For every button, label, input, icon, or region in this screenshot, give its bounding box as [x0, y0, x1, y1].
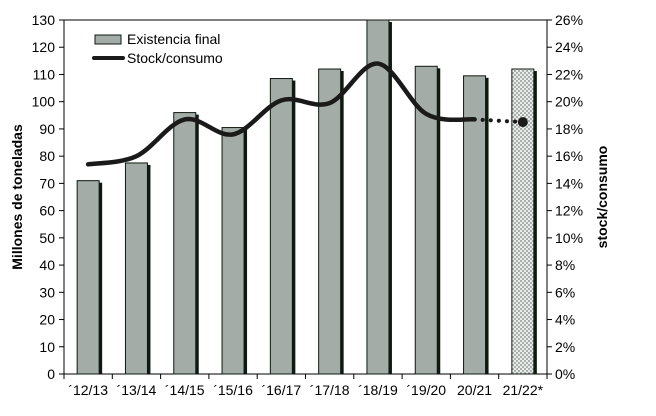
left-tick-label: 100: [32, 94, 56, 110]
x-tick-label: ´14/15: [165, 382, 205, 398]
left-tick-label: 90: [39, 121, 55, 137]
x-tick-label: ´13/14: [117, 382, 157, 398]
x-axis: ´12/13 ´13/14 ´14/15 ´15/16 ´16/17 ´17/18 ´18/…: [63, 374, 548, 398]
bar-fill: [318, 68, 342, 375]
left-tick-label: 40: [39, 257, 55, 273]
line-dotted: [472, 117, 525, 125]
legend-swatch-bar: [94, 34, 122, 45]
left-tick-label: 120: [32, 39, 56, 55]
legend-label-line: Stock/consumo: [127, 50, 223, 66]
bar-fill: [269, 78, 293, 375]
right-tick-label: 16%: [555, 148, 583, 164]
left-tick-label: 130: [32, 12, 56, 28]
left-tick-label: 10: [39, 339, 55, 355]
right-tick-label: 2%: [555, 339, 575, 355]
right-tick-label: 8%: [555, 257, 575, 273]
bar-fill: [511, 68, 535, 375]
right-tick-label: 20%: [555, 94, 583, 110]
left-tick-label: 80: [39, 148, 55, 164]
right-axis-title: stock/consumo: [594, 146, 610, 249]
right-tick-label: 10%: [555, 230, 583, 246]
bar-fill: [414, 65, 438, 375]
line-series: [85, 61, 528, 167]
bar-6: [366, 19, 392, 375]
right-tick-label: 6%: [555, 284, 575, 300]
x-tick-label: ´15/16: [213, 382, 253, 398]
legend-label-bar: Existencia final: [127, 31, 220, 47]
x-tick-label: ´17/18: [310, 382, 350, 398]
bar-8: [463, 75, 489, 375]
right-tick-label: 12%: [555, 203, 583, 219]
x-tick-label: 20/21: [457, 382, 492, 398]
left-tick-label: 60: [39, 203, 55, 219]
x-tick-label: ´18/19: [358, 382, 398, 398]
left-tick-label: 70: [39, 175, 55, 191]
legend: Existencia final Stock/consumo: [92, 31, 223, 66]
right-axis: 0% 2% 4% 6% 8% 10% 12% 14% 16% 18% 20% 22% 24% 26%: [547, 12, 583, 382]
x-tick-label: ´16/17: [261, 382, 301, 398]
bar-fill: [173, 112, 197, 375]
right-tick-label: 4%: [555, 312, 575, 328]
x-tick-label: ´19/20: [406, 382, 446, 398]
line-end-marker: [517, 117, 528, 128]
bar-5: [318, 68, 344, 375]
bar-series: [76, 19, 537, 375]
bar-0: [76, 180, 103, 375]
left-tick-label: 30: [39, 284, 55, 300]
bar-4: [269, 78, 296, 375]
bar-fill: [463, 75, 487, 375]
bar-2: [173, 112, 199, 375]
left-tick-label: 20: [39, 312, 55, 328]
left-axis: 0 10 20 30 40 50 60 70 80 90 100 110 120 130: [32, 12, 64, 382]
left-tick-label: 50: [39, 230, 55, 246]
bar-fill: [366, 19, 390, 375]
left-tick-label: 0: [47, 366, 55, 382]
bar-1: [124, 162, 151, 375]
bar-9: [511, 68, 537, 375]
right-tick-label: 0%: [555, 366, 575, 382]
bar-7: [414, 65, 441, 375]
right-tick-label: 26%: [555, 12, 583, 28]
right-tick-label: 24%: [555, 39, 583, 55]
line-solid: [85, 61, 477, 167]
right-tick-label: 18%: [555, 121, 583, 137]
x-tick-label: ´12/13: [68, 382, 108, 398]
bar-fill: [124, 162, 148, 375]
bar-3: [221, 127, 248, 375]
bar-fill: [221, 127, 245, 375]
right-tick-label: 14%: [555, 175, 583, 191]
bar-fill: [76, 180, 100, 375]
x-tick-label: 21/22*: [503, 382, 544, 398]
right-tick-label: 22%: [555, 66, 583, 82]
left-axis-title: Millones de toneladas: [9, 124, 25, 270]
left-tick-label: 110: [33, 66, 56, 82]
